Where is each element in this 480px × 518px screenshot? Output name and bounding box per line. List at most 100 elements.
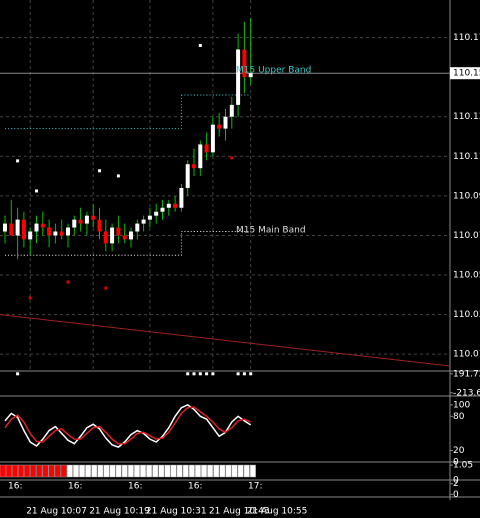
strip-cell — [42, 464, 49, 478]
strip-cell — [127, 464, 134, 478]
candle-body — [192, 164, 196, 169]
strip-cell — [36, 464, 43, 478]
dot — [198, 372, 202, 376]
candle-body — [3, 223, 7, 232]
dot — [249, 372, 253, 376]
candle-body — [160, 207, 165, 212]
candle-body — [103, 231, 108, 244]
candle-body — [47, 227, 52, 236]
marker — [66, 280, 70, 284]
x-tick-label: 21 Aug 10:19 — [89, 507, 150, 517]
strip-cell — [54, 464, 61, 478]
strip-cell — [158, 464, 165, 478]
candle-body — [28, 231, 33, 240]
strip-cell — [237, 464, 244, 478]
strip-cell — [18, 464, 25, 478]
candle-body — [198, 144, 203, 169]
dot — [205, 372, 209, 376]
candle-body — [91, 215, 96, 220]
strip-cell — [60, 464, 67, 478]
strip-cell — [170, 464, 177, 478]
candle-body — [135, 223, 140, 232]
y-tick-label: 110.11 — [453, 152, 480, 162]
strip-cell — [109, 464, 116, 478]
y-tick-label: 0 — [453, 490, 459, 500]
strip-label: 17: — [248, 482, 262, 492]
candle-body — [116, 227, 121, 236]
strip-cell — [121, 464, 128, 478]
annotation: M15 Upper Band — [236, 66, 311, 76]
strip-cell — [164, 464, 171, 478]
strip-cell — [11, 464, 18, 478]
candle-body — [21, 219, 26, 240]
candle-body — [217, 124, 222, 129]
marker — [35, 189, 38, 193]
dot — [192, 372, 196, 376]
y-tick-label: 0 — [453, 458, 459, 468]
strip-cell — [207, 464, 214, 478]
candle-body — [147, 215, 152, 220]
strip-cell — [231, 464, 238, 478]
strip-cell — [30, 464, 37, 478]
y-tick-label: 2 — [453, 479, 459, 489]
candle-body — [110, 227, 115, 244]
dot — [211, 372, 215, 376]
strip-cell — [213, 464, 220, 478]
strip-cell — [146, 464, 153, 478]
candle-body — [236, 49, 241, 105]
y-tick-label: 20 — [453, 446, 465, 456]
candle-body — [210, 124, 215, 153]
dot — [16, 372, 20, 376]
current-price-box — [450, 67, 480, 80]
candle-body — [53, 231, 58, 236]
candle-body — [204, 144, 209, 153]
strip-cell — [201, 464, 208, 478]
strip-cell — [140, 464, 147, 478]
x-tick-label: 21 Aug 10:43 — [209, 507, 270, 517]
candle-body — [72, 219, 77, 228]
strip-cell — [152, 464, 159, 478]
indicator-line — [4, 406, 252, 445]
band-segment — [175, 94, 182, 130]
strip-cell — [243, 464, 250, 478]
marker — [104, 286, 108, 290]
strip-cell — [85, 464, 92, 478]
candle-body — [141, 219, 146, 224]
candle-body — [185, 164, 190, 188]
y-tick-label: 110.05 — [453, 271, 480, 281]
y-tick-label: 100 — [453, 400, 470, 410]
y-tick-label: 110.17 — [453, 33, 480, 43]
y-tick-label: 110.03 — [453, 310, 480, 320]
strip-cell — [66, 464, 73, 478]
current-price-label: 110.15 — [453, 69, 480, 79]
candle-body — [59, 231, 64, 236]
strip-cell — [103, 464, 110, 478]
candle-body — [223, 116, 228, 129]
strip-label: 16: — [188, 482, 202, 492]
strip-cell — [115, 464, 122, 478]
candle-body — [78, 219, 83, 224]
y-tick-label: 110.09 — [453, 191, 480, 201]
strip-cell — [188, 464, 195, 478]
candle-body — [229, 104, 234, 117]
strip-cell — [249, 464, 256, 478]
band-segment — [175, 231, 182, 256]
y-tick-label: 1.05 — [453, 461, 473, 471]
marker — [98, 169, 101, 173]
candle-body — [173, 203, 178, 208]
y-tick-label: 191.724 — [453, 369, 480, 379]
strip-cell — [91, 464, 98, 478]
strip-cell — [79, 464, 86, 478]
candle-body — [248, 73, 253, 78]
strip-cell — [194, 464, 201, 478]
strip-cell — [0, 464, 6, 478]
marker — [116, 174, 120, 178]
indicator-line — [4, 403, 252, 448]
candle-body — [129, 231, 133, 240]
candle-body — [122, 235, 127, 240]
annotation: M15 Main Band — [236, 226, 306, 236]
y-tick-label: 110.07 — [453, 231, 480, 241]
x-tick-label: 21 Aug 10:55 — [247, 507, 308, 517]
marker — [16, 159, 20, 163]
